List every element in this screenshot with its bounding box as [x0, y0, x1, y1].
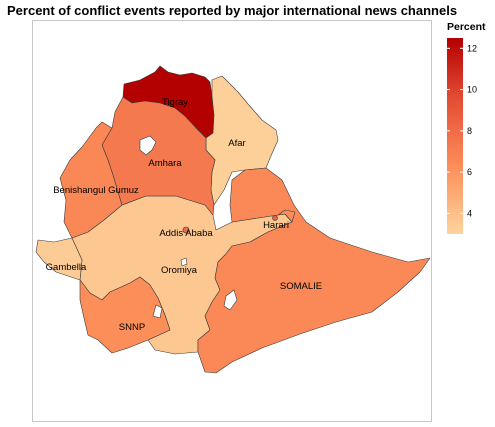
label-tigray: Tigray [162, 97, 188, 108]
legend-color-bar [447, 38, 463, 234]
legend-title: Percent [447, 21, 486, 33]
legend-tick-label: 12 [467, 43, 477, 53]
region-snnp[interactable] [79, 276, 171, 354]
region-harari[interactable] [272, 215, 278, 221]
label-gambella: Gambella [46, 262, 87, 273]
label-addis-ababa: Addis Ababa [159, 228, 213, 239]
label-afar: Afar [228, 138, 245, 149]
region-gambella[interactable] [35, 237, 83, 281]
region-somalie[interactable] [197, 167, 431, 374]
label-oromiya: Oromiya [161, 265, 198, 276]
legend-ticks: 4 6 8 10 12 [447, 43, 477, 218]
lake-abaya [152, 304, 163, 319]
legend-tick-label: 10 [467, 85, 477, 95]
region-benishangul-gumuz[interactable] [59, 121, 123, 239]
color-legend: 4 6 8 10 12 [447, 38, 477, 234]
legend-tick-label: 8 [467, 126, 472, 136]
label-harari: Harari [263, 220, 289, 231]
region-afar[interactable] [205, 75, 279, 206]
lake-tana [139, 135, 157, 156]
label-benishangul-gumuz: Benishangul Gumuz [53, 185, 139, 196]
label-snnp: SNNP [119, 322, 145, 333]
region-dire-dawa[interactable] [277, 209, 296, 223]
label-somalie: SOMALIE [280, 281, 322, 292]
region-addis-ababa[interactable] [182, 226, 190, 234]
chart-title: Percent of conflict events reported by m… [7, 3, 458, 18]
lake-rift [180, 257, 188, 267]
legend-tick-label: 4 [467, 208, 472, 218]
label-amhara: Amhara [148, 158, 182, 169]
legend-tick-label: 6 [467, 167, 472, 177]
lake-chamo [223, 289, 238, 311]
